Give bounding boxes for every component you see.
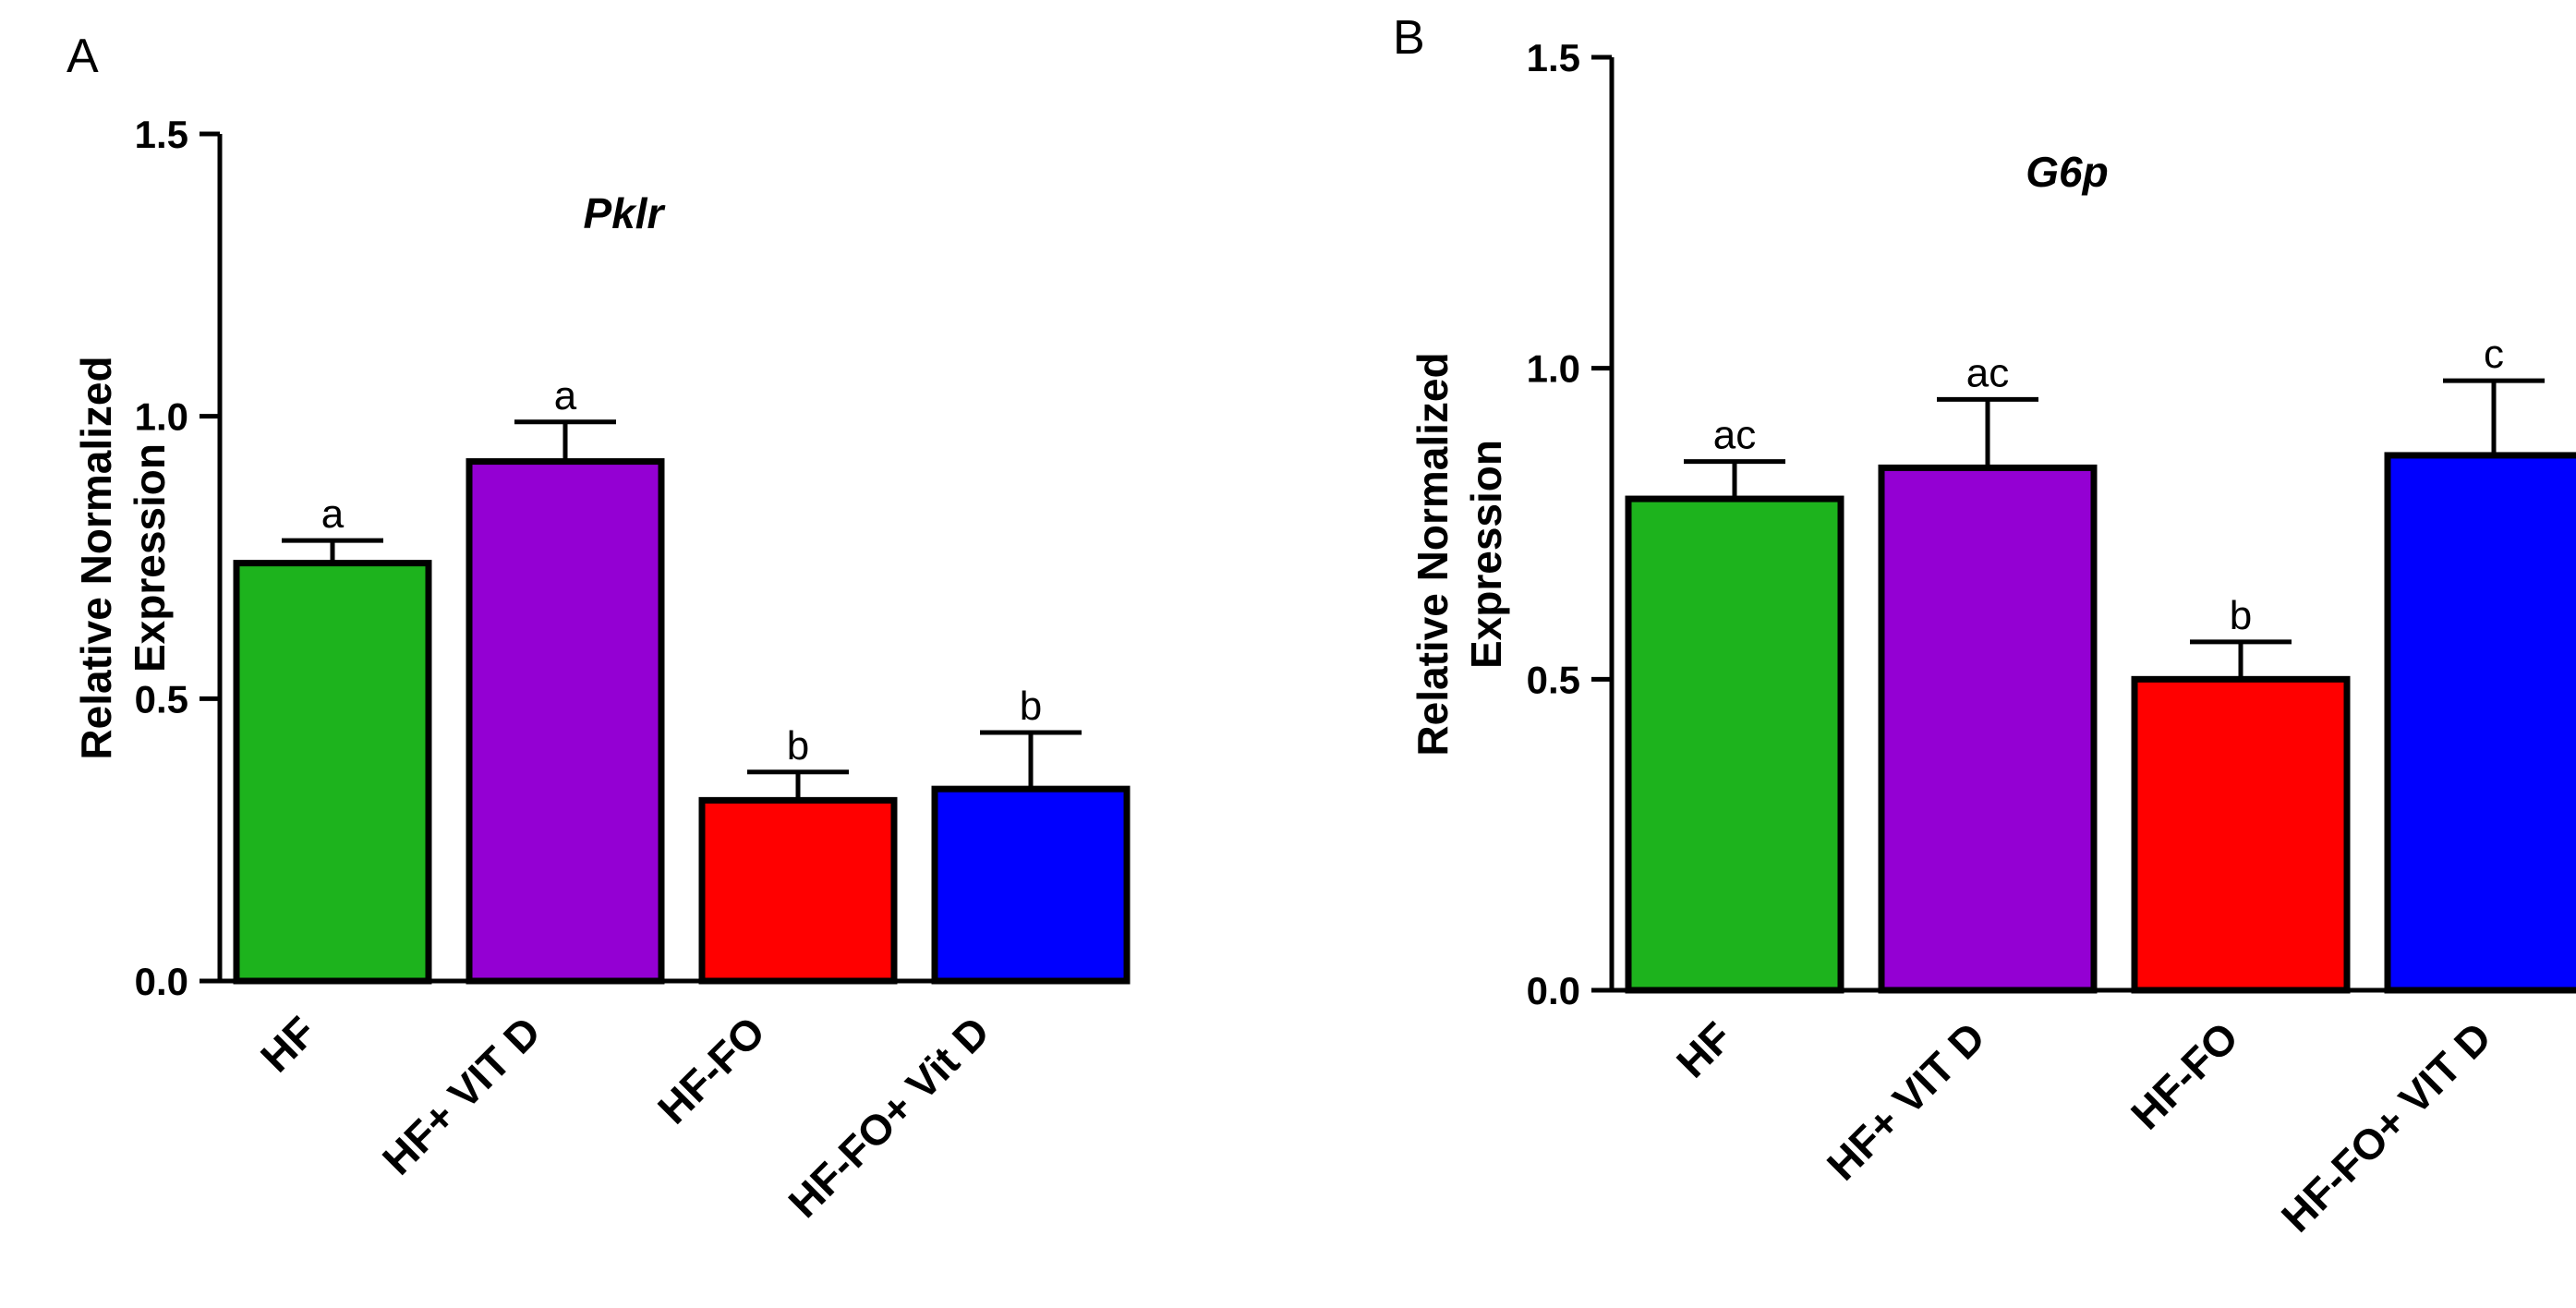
category-label: HF <box>251 1007 325 1081</box>
panel-letter: B <box>1393 11 1425 65</box>
bar <box>1625 495 1844 994</box>
bar <box>698 796 898 985</box>
panel-b: B 0.0 0.5 1.0 1.5 Relative Normalized Expressi… <box>1393 11 2576 1241</box>
y-tick-label: 1.0 <box>1527 347 1580 391</box>
y-tick-label: 0.5 <box>135 677 188 721</box>
category-label: HF-FO+ Vit D <box>779 1007 998 1227</box>
panel-a: A 0.0 0.5 1.0 1.5 Relative Normalized Expressi… <box>67 30 1131 1227</box>
bar <box>233 560 432 985</box>
y-tick-label: 1.5 <box>135 113 188 156</box>
y-axis-title-line: Expression <box>1462 440 1510 669</box>
bar <box>2131 675 2351 994</box>
y-axis-title-line: Expression <box>126 443 174 672</box>
bar <box>1878 464 2098 994</box>
significance-label: ac <box>1713 413 1756 458</box>
significance-label: a <box>554 373 577 418</box>
y-axis-title-line: Relative Normalized <box>1409 352 1457 756</box>
y-axis-title: Relative Normalized Expression <box>72 356 174 759</box>
category-label: HF+ VIT D <box>1818 1012 1994 1189</box>
chart-title: Pklr <box>584 189 666 237</box>
y-axis-title: Relative Normalized Expression <box>1409 352 1510 756</box>
bar <box>466 458 665 985</box>
significance-label: b <box>2230 593 2252 638</box>
category-label: HF <box>1667 1012 1741 1086</box>
chart-title: G6p <box>2026 148 2108 196</box>
significance-label: b <box>1020 684 1042 729</box>
significance-label: ac <box>1966 350 2009 395</box>
y-tick-label: 0.0 <box>135 960 188 1003</box>
significance-label: b <box>787 723 809 769</box>
category-label: HF-FO <box>2122 1012 2247 1138</box>
significance-label: c <box>2484 332 2504 377</box>
category-label: HF-FO <box>648 1007 774 1132</box>
y-tick-label: 0.0 <box>1527 969 1580 1012</box>
panel-letter: A <box>67 30 99 83</box>
y-tick-label: 0.5 <box>1527 658 1580 701</box>
category-label: HF-FO+ VIT D <box>2272 1012 2500 1241</box>
category-label: HF+ VIT D <box>373 1007 550 1183</box>
y-axis-title-line: Relative Normalized <box>72 356 120 759</box>
significance-label: a <box>321 491 345 537</box>
bar <box>2384 452 2576 994</box>
bar <box>931 785 1131 985</box>
y-tick-label: 1.5 <box>1527 36 1580 79</box>
y-tick-label: 1.0 <box>135 395 188 439</box>
